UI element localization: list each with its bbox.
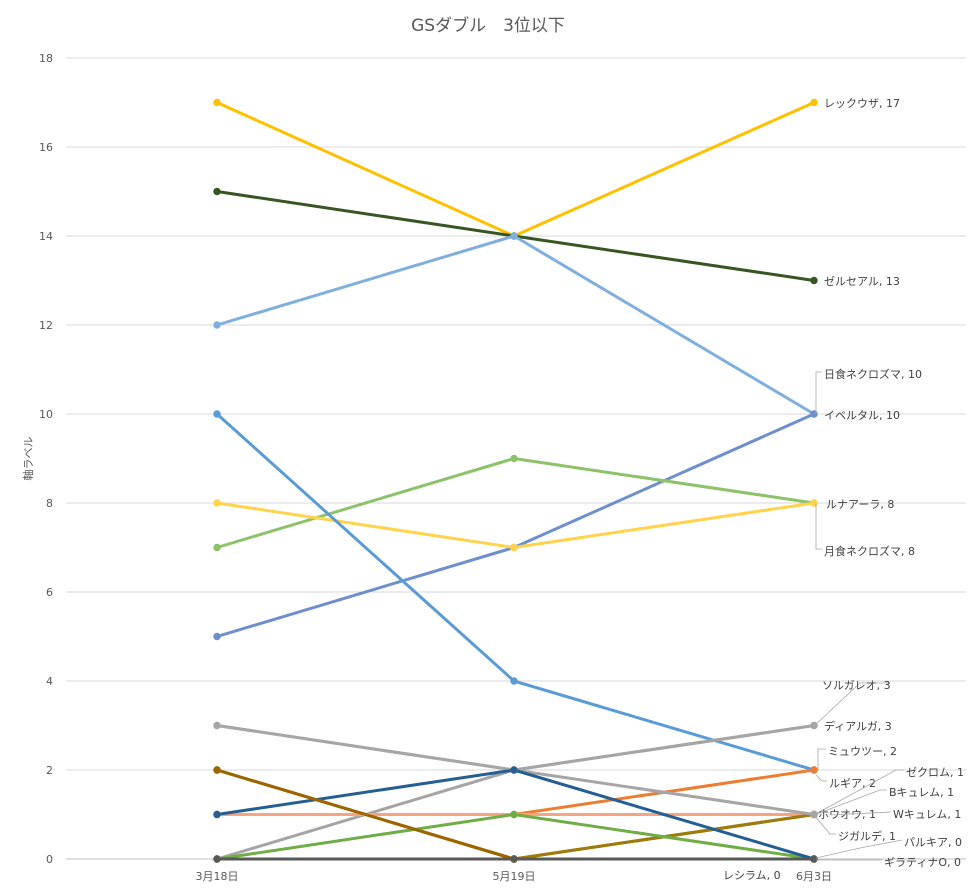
data-label: ディアルガ, 3 [824,719,892,733]
y-tick-label: 14 [39,230,53,243]
leader-line [829,811,892,816]
data-label: パルキア, 0 [904,836,962,849]
data-point [213,766,221,774]
data-point [510,766,518,774]
data-label: ルナアーラ, 8 [826,498,894,511]
y-tick-label: 4 [46,675,53,688]
data-point [510,810,518,819]
data-point [510,677,518,685]
x-tick-label: 6月3日 [796,870,832,883]
leader-line [815,504,822,550]
axis-ticks: 0 2 4 6 8 10 12 14 16 18 3月18日 5月19日 6月3日 [39,52,832,883]
data-point [510,454,518,463]
y-tick-label: 8 [46,497,53,510]
data-point [510,855,518,863]
data-label: ジガルデ, 1 [838,829,896,843]
data-point [810,855,818,863]
data-labels: レックウザ, 17 ゼルセアル, 13 日食ネクロズマ, 10 イベルタル, 10 ルナ… [723,97,964,882]
y-tick-label: 16 [39,141,53,154]
series-line [215,813,816,861]
series-line [215,101,816,238]
leader-line [815,774,827,782]
data-label: 月食ネクロズマ, 8 [824,544,915,558]
data-label: Bキュレム, 1 [889,786,954,799]
series-line [215,412,816,638]
data-point [213,499,221,507]
data-point [810,276,818,285]
y-tick-label: 18 [39,52,53,65]
data-point [510,543,518,552]
data-point [213,543,221,552]
chart-title: GSダブル 3位以下 [411,15,565,36]
data-label: ギラティナO, 0 [884,856,961,869]
series-line [215,724,816,772]
series-line [215,813,816,861]
y-tick-label: 10 [39,408,53,421]
series-line [215,768,816,816]
data-label: レシラム, 0 [723,869,781,882]
data-point [213,321,221,329]
y-tick-label: 2 [46,764,53,777]
data-label: Wキュレム, 1 [893,808,961,821]
data-label: 日食ネクロズマ, 10 [824,367,922,381]
leader-line [817,748,826,771]
data-point [213,187,221,196]
y-axis-title: 軸ラベル [21,437,35,481]
data-point [810,810,818,819]
leader-line [813,682,890,727]
data-label: ゼルセアル, 13 [824,275,900,288]
x-tick-label: 5月19日 [493,870,536,883]
x-tick-label: 3月18日 [196,870,239,883]
data-label: ルギア, 2 [829,777,876,790]
leader-line [815,839,903,859]
data-label: ゼクロム, 1 [906,766,964,779]
data-point [213,721,221,730]
leader-line [815,371,822,414]
data-label: レックウザ, 17 [824,97,900,110]
data-point [810,766,818,774]
data-point [213,810,221,819]
data-label: イベルタル, 10 [824,409,900,422]
series-line [215,501,816,549]
data-point [510,232,518,240]
series-lines [213,98,818,863]
y-tick-label: 6 [46,586,53,599]
data-point [213,98,221,107]
data-point [213,410,221,418]
data-label: ソルガレオ, 3 [822,679,891,692]
y-tick-label: 0 [46,853,53,866]
data-label: ミュウツー, 2 [828,745,897,758]
data-point [213,632,221,641]
leader-line [813,769,904,816]
series-line [215,724,816,861]
leader-line [813,814,836,835]
y-tick-label: 12 [39,319,53,332]
data-point [810,98,818,107]
data-point [213,855,221,863]
leader-line [813,789,887,816]
